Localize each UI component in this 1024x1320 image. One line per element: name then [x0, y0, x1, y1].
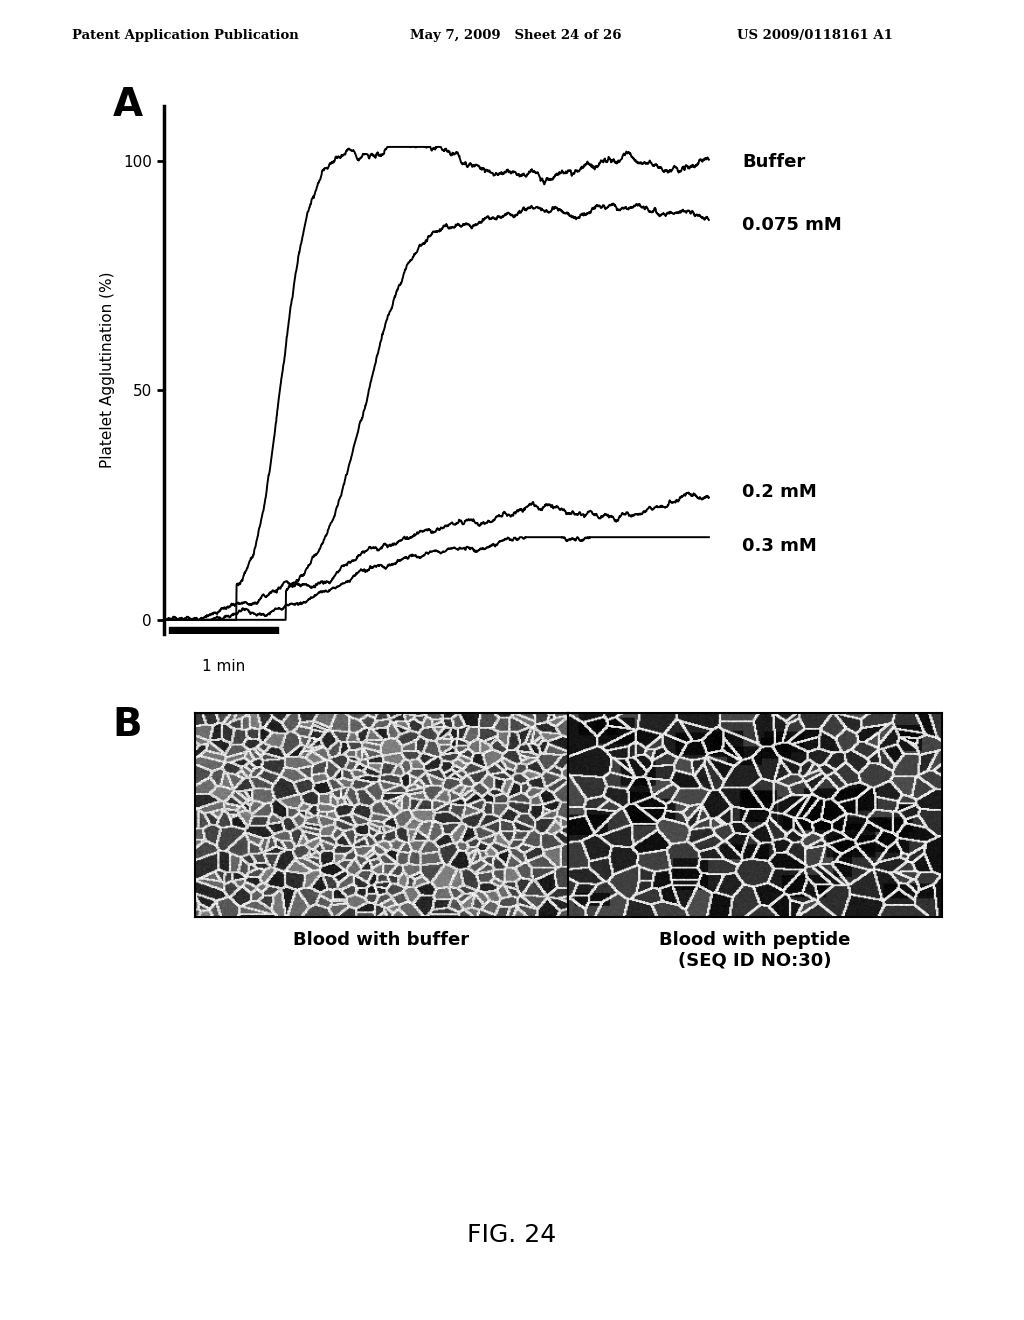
- Text: FIG. 24: FIG. 24: [467, 1224, 557, 1247]
- Text: May 7, 2009   Sheet 24 of 26: May 7, 2009 Sheet 24 of 26: [410, 29, 622, 42]
- Text: Patent Application Publication: Patent Application Publication: [72, 29, 298, 42]
- Text: US 2009/0118161 A1: US 2009/0118161 A1: [737, 29, 893, 42]
- Y-axis label: Platelet Agglutination (%): Platelet Agglutination (%): [99, 272, 115, 467]
- Text: 0.3 mM: 0.3 mM: [742, 537, 817, 556]
- Text: 0.075 mM: 0.075 mM: [742, 216, 842, 234]
- Text: B: B: [113, 706, 142, 744]
- Text: 1 min: 1 min: [202, 659, 246, 673]
- Text: 0.2 mM: 0.2 mM: [742, 483, 817, 502]
- Text: Buffer: Buffer: [742, 153, 806, 172]
- Text: Blood with buffer: Blood with buffer: [293, 931, 469, 949]
- FancyArrow shape: [169, 627, 279, 635]
- Text: Blood with peptide
(SEQ ID NO:30): Blood with peptide (SEQ ID NO:30): [659, 931, 850, 969]
- Text: A: A: [113, 86, 142, 124]
